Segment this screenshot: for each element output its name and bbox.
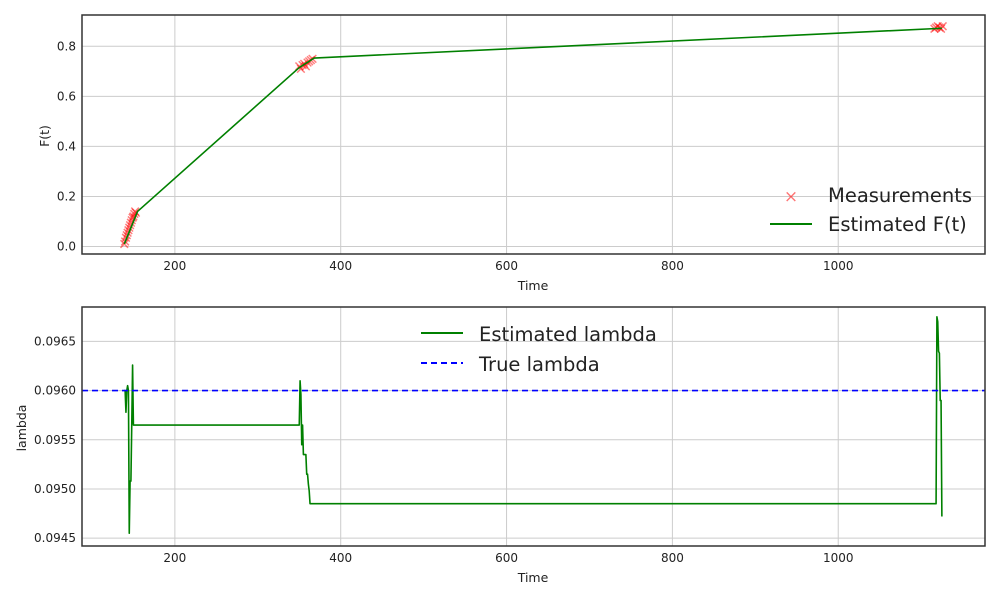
x-axis-label: Time — [517, 278, 549, 293]
x-tick-label: 800 — [661, 259, 684, 273]
series-layer — [82, 316, 985, 535]
y-tick-label: 0.2 — [57, 189, 76, 203]
y-tick-labels: 0.0945 0.0950 0.0955 0.0960 0.0965 — [34, 334, 76, 545]
y-tick-label: 0.0960 — [34, 384, 76, 398]
legend: Estimated lambda True lambda — [421, 323, 657, 376]
x-tick-label: 1000 — [823, 259, 854, 273]
legend: × Measurements Estimated F(t) — [770, 184, 972, 236]
x-tick-label: 400 — [329, 259, 352, 273]
y-tick-label: 0.0 — [57, 239, 76, 253]
plot-frame — [81, 14, 986, 255]
y-tick-label: 0.0945 — [34, 531, 76, 545]
x-tick-labels: 200 400 600 800 1000 — [163, 551, 853, 565]
plot-area-background — [82, 307, 985, 546]
legend-label-measurements: Measurements — [828, 184, 972, 207]
y-tick-label: 0.6 — [57, 89, 76, 103]
estimated-lambda-line — [124, 316, 943, 535]
y-tick-label: 0.0955 — [34, 433, 76, 447]
measurement-point — [119, 239, 129, 249]
series-layer — [119, 21, 948, 249]
x-tick-label: 600 — [495, 259, 518, 273]
x-tick-label: 400 — [329, 551, 352, 565]
legend-label-true-lambda: True lambda — [478, 353, 600, 376]
x-tick-label: 800 — [661, 551, 684, 565]
y-axis-label: lambda — [14, 405, 29, 452]
legend-marker-measurements: × — [784, 187, 798, 207]
y-tick-label: 0.4 — [57, 139, 76, 153]
plot-panel-lambda: 200 400 600 800 1000 0.0945 0.0950 0.0955 0.096… — [14, 306, 986, 585]
legend-label-estimated-f: Estimated F(t) — [828, 213, 967, 236]
plot-area-background — [82, 15, 985, 254]
plot-panel-f-of-t: 200 400 600 800 1000 0.0 0.2 0.4 0.6 0.8 Time F(… — [37, 14, 986, 293]
x-tick-label: 200 — [163, 259, 186, 273]
y-axis-label: F(t) — [37, 125, 52, 147]
estimated-f-t-line — [123, 27, 942, 245]
x-tick-label: 1000 — [823, 551, 854, 565]
y-tick-label: 0.8 — [57, 39, 76, 53]
y-tick-label: 0.0965 — [34, 334, 76, 348]
grid-lines — [82, 15, 985, 254]
y-tick-labels: 0.0 0.2 0.4 0.6 0.8 — [57, 39, 76, 253]
x-tick-label: 200 — [163, 551, 186, 565]
x-axis-label: Time — [517, 570, 549, 585]
x-tick-labels: 200 400 600 800 1000 — [163, 259, 853, 273]
plot-frame — [81, 306, 986, 547]
x-tick-label: 600 — [495, 551, 518, 565]
y-tick-label: 0.0950 — [34, 482, 76, 496]
legend-label-estimated-lambda: Estimated lambda — [479, 323, 657, 346]
